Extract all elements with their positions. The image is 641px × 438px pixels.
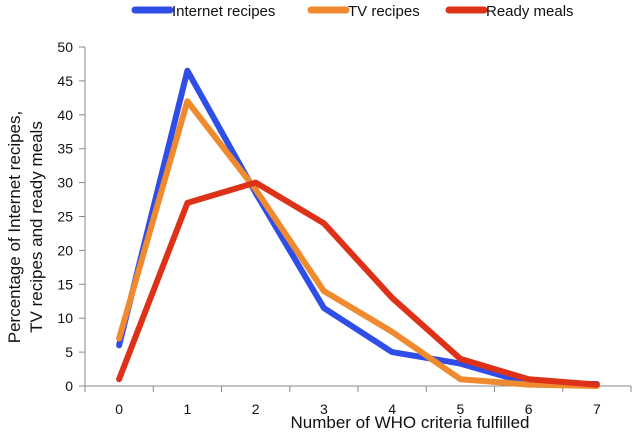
y-axis-label: Percentage of Internet recipes, TV recip… — [5, 111, 46, 343]
series-line-internet-recipes — [116, 67, 600, 387]
legend-label: TV recipes — [348, 3, 420, 20]
y-tick-label: 50 — [57, 39, 73, 55]
legend-item-ready-meals: Ready meals — [445, 3, 574, 20]
y-tick-label: 20 — [57, 242, 73, 258]
x-axis-label: Number of WHO criteria fulfilled — [290, 413, 529, 432]
x-tick-label: 7 — [593, 401, 601, 417]
y-tick-label: 30 — [57, 175, 73, 191]
x-tick-label: 1 — [183, 401, 191, 417]
series-line-ready-meals — [116, 179, 600, 388]
y-tick-label: 25 — [57, 209, 73, 225]
series-line-tv-recipes — [116, 98, 600, 389]
y-tick-label: 15 — [57, 276, 73, 292]
x-tick-label: 2 — [252, 401, 260, 417]
legend: Internet recipes TV recipes Ready meals — [131, 3, 574, 20]
y-tick-label: 40 — [57, 107, 73, 123]
x-tick-label: 0 — [115, 401, 123, 417]
y-axis: 0 5 10 15 20 25 30 35 40 45 50 — [57, 39, 86, 394]
series-layer — [116, 67, 600, 389]
y-axis-label-line-1: Percentage of Internet recipes, — [5, 111, 24, 343]
x-tick-label: 6 — [525, 401, 533, 417]
legend-item-internet-recipes: Internet recipes — [131, 3, 275, 20]
legend-item-tv-recipes: TV recipes — [307, 3, 420, 20]
x-tick-label: 4 — [388, 401, 396, 417]
y-tick-label: 5 — [65, 344, 73, 360]
y-axis-label-line-2: TV recipes and ready meals — [27, 121, 46, 333]
y-tick-label: 0 — [65, 378, 73, 394]
x-tick-label: 3 — [320, 401, 328, 417]
x-tick-label: 5 — [456, 401, 464, 417]
x-axis: 0 1 2 3 4 5 6 7 — [84, 385, 632, 417]
y-tick-label: 10 — [57, 310, 73, 326]
legend-label: Ready meals — [486, 3, 574, 20]
legend-label: Internet recipes — [172, 3, 275, 20]
y-tick-label: 35 — [57, 141, 73, 157]
y-tick-label: 45 — [57, 73, 73, 89]
